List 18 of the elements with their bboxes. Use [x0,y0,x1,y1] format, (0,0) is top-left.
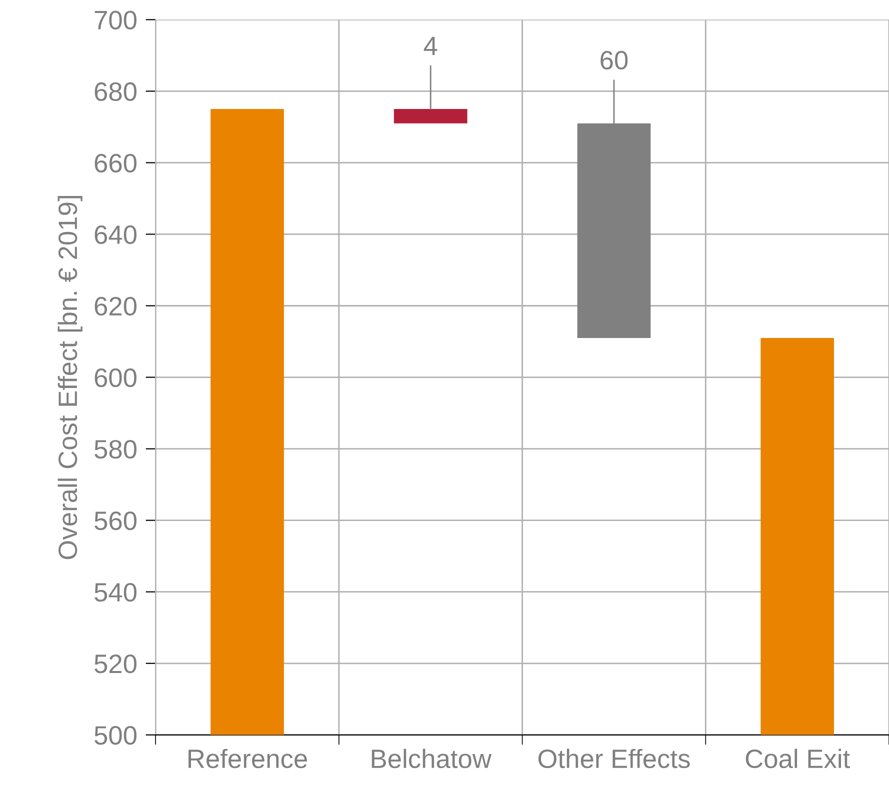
y-tick-label: 540 [94,582,136,602]
y-tick-label: 640 [94,225,136,244]
x-tick-label: Coal Exit [746,748,850,768]
y-tick-label: 700 [94,10,136,30]
x-tick-label: Belchatow [372,748,492,768]
x-tick-label: Other Effects [538,748,690,768]
y-tick-label: 680 [94,82,136,101]
y-tick-label: 520 [94,654,136,674]
y-tick-label: 500 [94,726,136,745]
y-tick-label: 580 [94,440,136,459]
x-tick-label: Reference [188,748,307,768]
y-tick-label: 620 [94,296,136,316]
y-axis-title: Overall Cost Effect [bn. € 2019] [58,196,82,560]
y-tick-label: 600 [94,368,136,388]
data-label: 60 [600,50,628,70]
data-label: 4 [424,36,438,55]
y-tick-label: 560 [94,511,136,530]
y-tick-label: 660 [94,154,136,173]
